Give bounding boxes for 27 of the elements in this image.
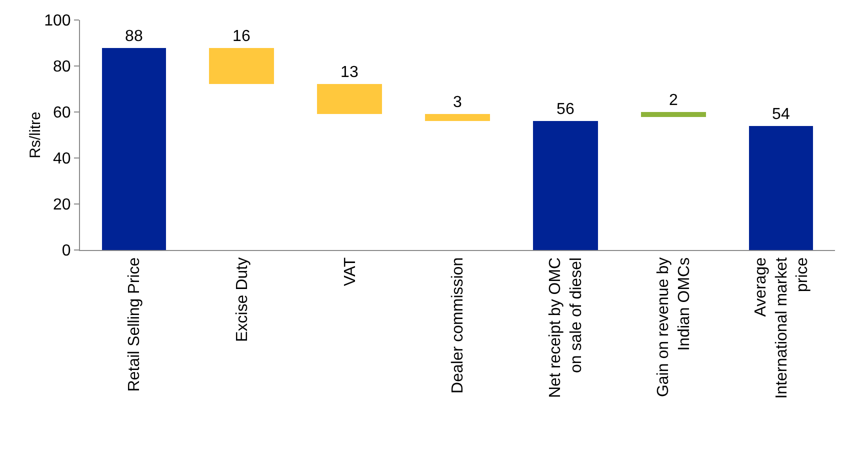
y-axis-title: Rs/litre (27, 112, 44, 158)
y-tick-label: 20 (53, 196, 71, 214)
bar (749, 126, 813, 250)
x-tick-label: Retail Selling Price (126, 257, 144, 392)
x-tick-label: Excise Duty (234, 257, 251, 342)
bar (533, 121, 598, 250)
data-label: 56 (556, 101, 574, 118)
data-label: 2 (669, 92, 678, 109)
data-label: 54 (772, 106, 790, 123)
y-tick-label: 100 (44, 12, 71, 30)
x-tick-label: Average International market price (752, 256, 812, 399)
bar (317, 84, 382, 114)
data-label: 3 (453, 94, 462, 111)
bar (641, 112, 706, 117)
y-tick-label: 40 (53, 150, 71, 168)
x-tick-label: Net receipt by OMC on sale of diesel (547, 257, 585, 398)
y-tick-label: 0 (62, 242, 71, 260)
bar (102, 48, 166, 250)
data-label: 13 (340, 64, 358, 81)
data-label: 16 (232, 28, 250, 45)
y-tick-label: 60 (53, 104, 71, 122)
x-tick-label: Dealer commission (450, 257, 467, 394)
bar (425, 114, 490, 121)
data-label: 88 (125, 28, 143, 45)
x-tick-label: VAT (342, 257, 359, 286)
y-tick-label: 80 (53, 58, 71, 76)
bar (209, 48, 274, 84)
